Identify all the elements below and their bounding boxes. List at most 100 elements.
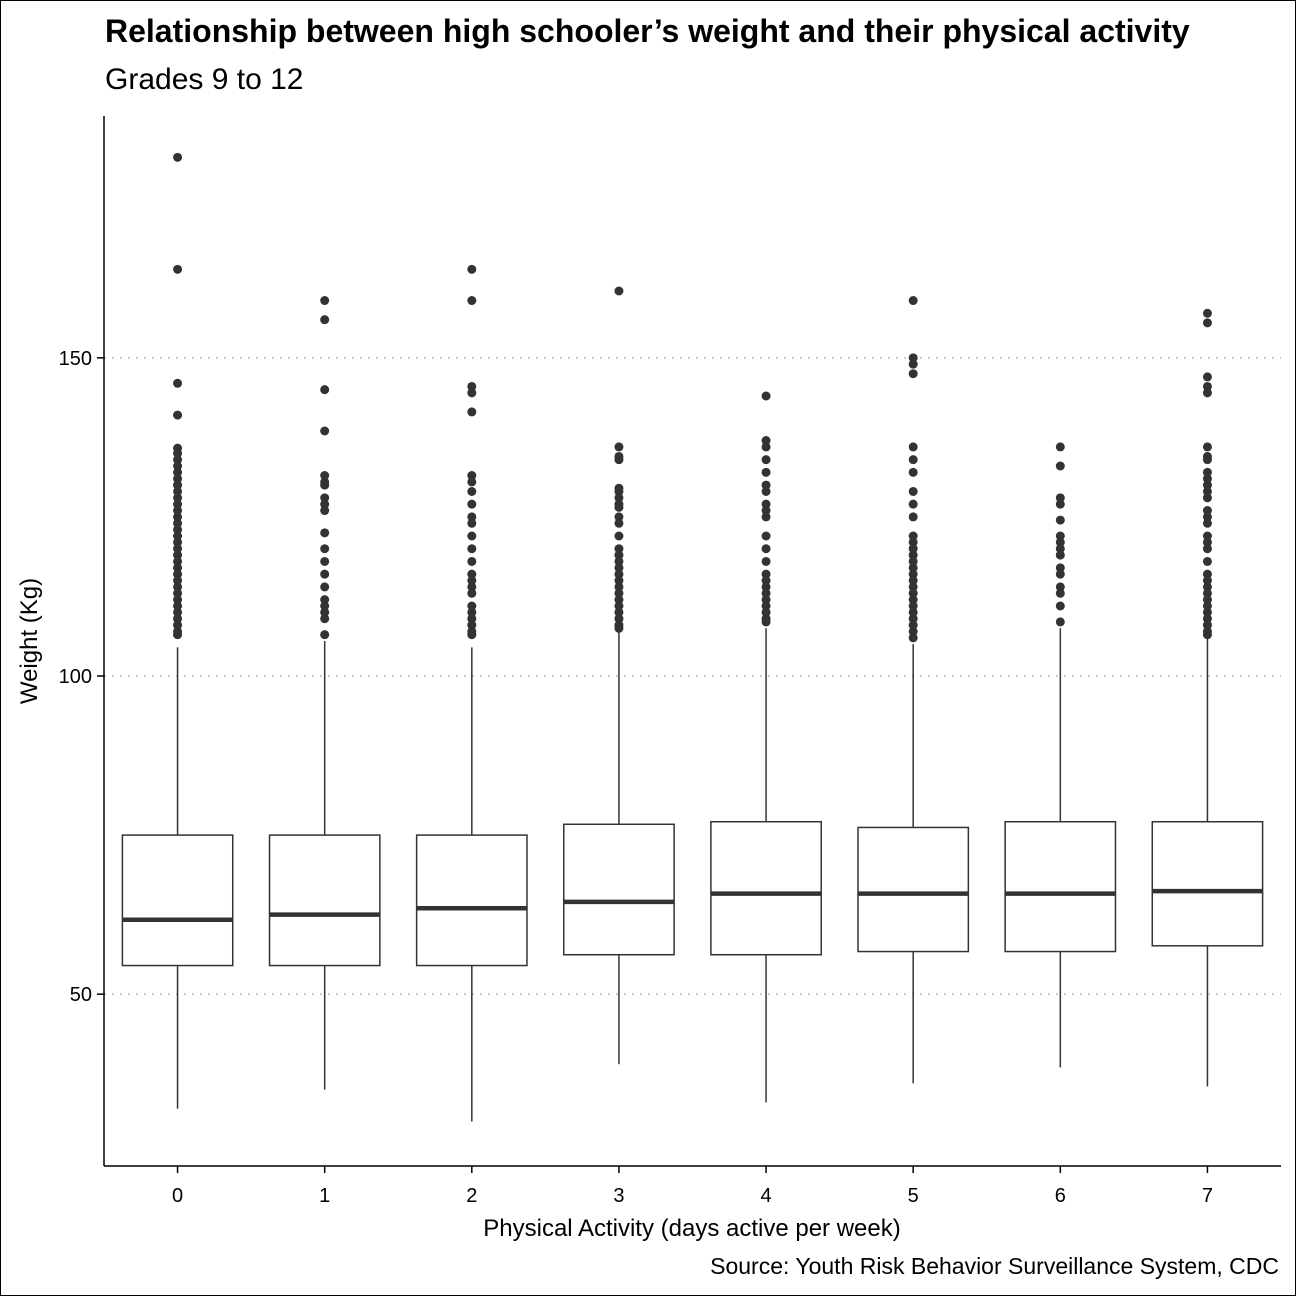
outlier-point	[1055, 537, 1065, 547]
outlier-point	[761, 582, 771, 592]
outlier-point	[467, 512, 477, 522]
outlier-point	[908, 296, 918, 306]
outlier-point	[1202, 442, 1212, 452]
y-tick-label: 50	[70, 984, 92, 1006]
outlier-point	[1055, 550, 1065, 560]
outlier-point	[320, 493, 330, 503]
outlier-point	[467, 607, 477, 617]
outlier-point	[320, 471, 330, 481]
outlier-point	[1055, 544, 1065, 554]
outlier-point	[908, 512, 918, 522]
x-tick-label: 0	[172, 1185, 183, 1207]
outlier-point	[173, 601, 183, 611]
outlier-point	[908, 486, 918, 496]
outlier-point	[614, 286, 624, 296]
outlier-point	[1202, 601, 1212, 611]
outlier-point	[614, 493, 624, 503]
outlier-point	[1202, 474, 1212, 484]
outlier-point	[320, 582, 330, 592]
outlier-point	[908, 601, 918, 611]
outlier-point	[761, 588, 771, 598]
outlier-point	[467, 556, 477, 566]
outlier-point	[173, 461, 183, 471]
outlier-point	[467, 471, 477, 481]
outlier-point	[173, 544, 183, 554]
x-tick-label: 2	[466, 1185, 477, 1207]
outlier-point	[908, 550, 918, 560]
outlier-point	[173, 620, 183, 630]
outlier-point	[908, 626, 918, 636]
outlier-point	[173, 582, 183, 592]
outlier-point	[761, 569, 771, 579]
outlier-point	[908, 563, 918, 573]
outlier-point	[761, 480, 771, 490]
outlier-point	[320, 595, 330, 605]
outlier-point	[467, 630, 477, 640]
outlier-point	[1202, 607, 1212, 617]
outlier-point	[1202, 518, 1212, 528]
outlier-point	[1055, 493, 1065, 503]
outlier-point	[761, 544, 771, 554]
outlier-point	[1202, 486, 1212, 496]
box-iqr	[857, 826, 970, 953]
outlier-point	[173, 531, 183, 541]
outlier-point	[614, 556, 624, 566]
outlier-point	[908, 442, 918, 452]
outlier-point	[761, 455, 771, 465]
outlier-point	[173, 467, 183, 477]
outlier-point	[908, 455, 918, 465]
outlier-point	[320, 614, 330, 624]
outlier-point	[173, 588, 183, 598]
box-iqr	[121, 834, 234, 967]
box-group-6	[1004, 442, 1117, 1068]
outlier-point	[467, 518, 477, 528]
y-axis-label: Weight (Kg)	[16, 578, 43, 704]
chart-subtitle: Grades 9 to 12	[105, 63, 304, 96]
outlier-point	[761, 617, 771, 627]
outlier-point	[908, 353, 918, 363]
outlier-point	[614, 576, 624, 586]
outlier-point	[173, 512, 183, 522]
outlier-point	[467, 499, 477, 509]
outlier-point	[173, 576, 183, 586]
outlier-point	[614, 614, 624, 624]
y-tick-label: 150	[59, 348, 92, 370]
outlier-point	[614, 442, 624, 452]
outlier-point	[173, 525, 183, 535]
outlier-point	[614, 601, 624, 611]
x-tick-label: 1	[319, 1185, 330, 1207]
outlier-point	[467, 381, 477, 391]
outlier-point	[1202, 630, 1212, 640]
outlier-point	[1202, 493, 1212, 503]
outlier-point	[1202, 569, 1212, 579]
outlier-point	[1202, 531, 1212, 541]
outlier-point	[908, 544, 918, 554]
outlier-point	[467, 486, 477, 496]
outlier-point	[614, 455, 624, 465]
outlier-point	[1202, 556, 1212, 566]
outlier-point	[614, 512, 624, 522]
outlier-point	[320, 426, 330, 436]
outlier-point	[908, 582, 918, 592]
outlier-point	[761, 531, 771, 541]
box-iqr	[563, 823, 675, 956]
outlier-point	[908, 633, 918, 643]
boxes	[121, 152, 1264, 1122]
outlier-point	[173, 264, 183, 274]
outlier-point	[467, 388, 477, 398]
outlier-point	[173, 537, 183, 547]
outlier-point	[320, 528, 330, 538]
outlier-point	[1202, 455, 1212, 465]
outlier-point	[614, 569, 624, 579]
outlier-point	[908, 499, 918, 509]
outlier-point	[320, 296, 330, 306]
outlier-point	[320, 607, 330, 617]
outlier-point	[320, 499, 330, 509]
x-tick-label: 5	[908, 1185, 919, 1207]
outlier-point	[173, 607, 183, 617]
outlier-point	[614, 486, 624, 496]
outlier-point	[614, 588, 624, 598]
x-axis-label: Physical Activity (days active per week)	[483, 1215, 900, 1242]
